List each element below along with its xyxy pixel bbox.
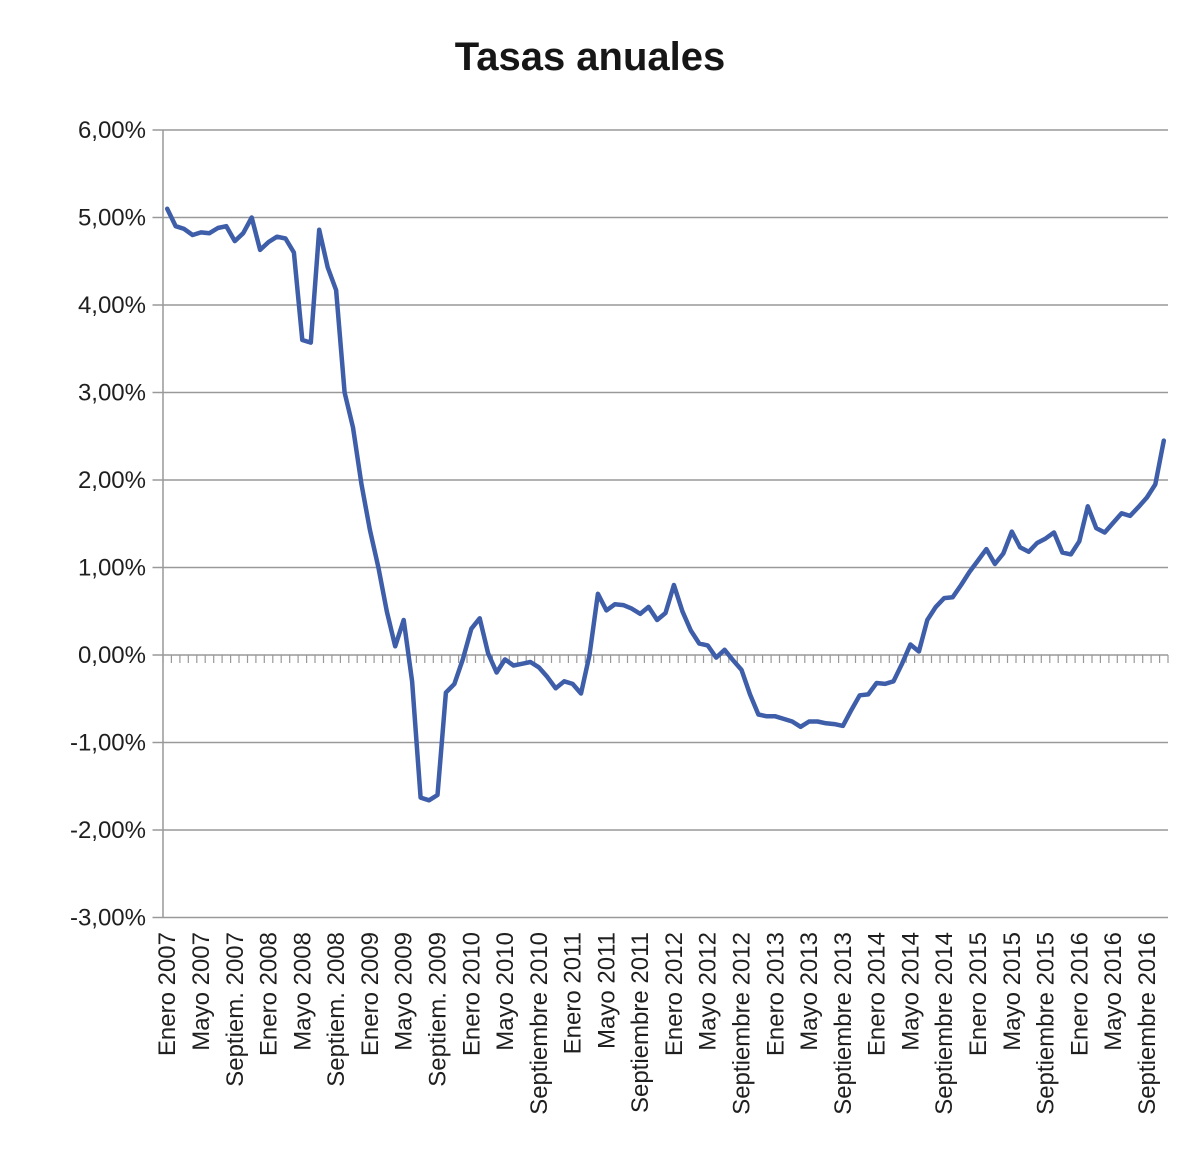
y-axis [152,129,164,919]
x-axis-ticks [162,655,1169,663]
x-axis-label: Enero 2013 [762,932,789,1056]
x-axis-label: Enero 2012 [661,932,688,1056]
y-gridlines [163,129,1168,919]
x-axis-label: Enero 2010 [458,932,485,1056]
x-axis-label: Enero 2016 [1066,932,1093,1056]
y-axis-label: 4,00% [78,292,146,319]
x-axis-label: Mayo 2013 [796,932,823,1051]
y-axis-label: -3,00% [70,905,146,932]
y-axis-label: 0,00% [78,642,146,669]
x-axis-label: Enero 2009 [357,932,384,1056]
x-axis-label: Mayo 2014 [897,932,924,1051]
x-axis-label: Septiembre 2012 [729,932,756,1115]
x-axis-label: Mayo 2015 [999,932,1026,1051]
x-axis-label: Enero 2007 [154,932,181,1056]
x-axis-label: Mayo 2016 [1100,932,1127,1051]
y-axis-label: -1,00% [70,730,146,757]
x-axis-label: Mayo 2012 [695,932,722,1051]
data-series-line [164,206,1167,803]
x-axis-label: Septiembre 2013 [830,932,857,1115]
x-axis-labels: Enero 2007 Mayo 2007 Septiem. 2007 Enero 20… [154,932,1161,1115]
chart-title: Tasas anuales [455,35,726,79]
y-axis-label: 1,00% [78,555,146,582]
x-axis-label: Septiembre 2015 [1033,932,1060,1115]
x-axis-label: Mayo 2011 [593,932,620,1049]
x-axis-label: Septiembre 2014 [931,932,958,1115]
y-axis-label: 5,00% [78,205,146,232]
x-axis-label: Mayo 2010 [492,932,519,1051]
x-axis-label: Septiembre 2011 [627,932,654,1113]
x-axis-label: Enero 2014 [864,932,891,1056]
x-axis-label: Mayo 2008 [289,932,316,1051]
x-axis-label: Septiembre 2016 [1134,932,1161,1115]
x-axis-label: Septiem. 2007 [222,932,249,1087]
x-axis-label: Enero 2008 [256,932,283,1056]
y-axis-label: -2,00% [70,817,146,844]
x-axis-label: Septiem. 2009 [425,932,452,1087]
x-axis-label: Septiembre 2010 [526,932,553,1115]
y-axis-label: 2,00% [78,467,146,494]
x-axis-label: Septiem. 2008 [323,932,350,1087]
y-axis-label: 6,00% [78,117,146,144]
x-axis-label: Mayo 2009 [391,932,418,1051]
y-axis-label: 3,00% [78,380,146,407]
x-axis-label: Mayo 2007 [188,932,215,1051]
x-axis-label: Enero 2011 [560,932,587,1054]
x-axis-label: Enero 2015 [965,932,992,1056]
y-axis-labels: 6,00% 5,00% 4,00% 3,00% 2,00% 1,00% 0,00% -1,00… [70,117,146,932]
